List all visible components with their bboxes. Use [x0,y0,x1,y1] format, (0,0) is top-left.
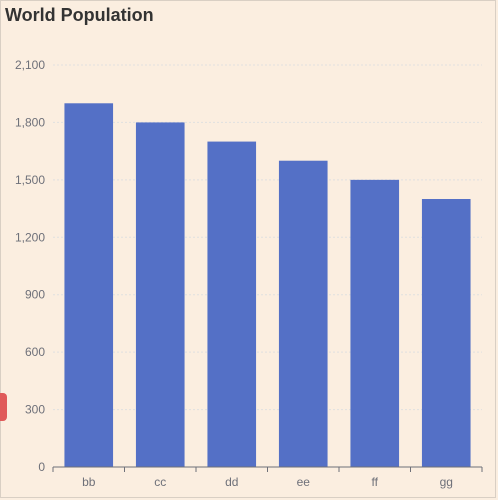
bars [64,103,471,468]
y-tick-label: 1,500 [15,173,45,187]
x-tick-label: ee [297,475,311,489]
y-tick-label: 600 [25,345,45,359]
x-tick-label: ff [372,475,379,489]
x-tick-label: gg [440,475,453,489]
bar-cc[interactable] [135,122,185,467]
y-tick-label: 1,800 [15,115,45,129]
bar-bb[interactable] [64,103,114,468]
y-tick-label: 300 [25,403,45,417]
tick-labels: 0 300 600 900 1,200 1,500 1,800 2,100 bb cc dd ee ff… [15,58,453,489]
bar-ee[interactable] [278,160,328,467]
y-tick-label: 900 [25,288,45,302]
grid-lines [53,64,482,411]
x-tick-label: bb [82,475,96,489]
x-tick-label: cc [154,475,166,489]
bar-ff[interactable] [350,179,400,467]
y-tick-label: 0 [38,460,45,474]
y-tick-label: 2,100 [15,58,45,72]
side-tab-handle[interactable] [0,393,7,421]
chart-title: World Population [5,5,154,25]
x-tick-label: dd [225,475,238,489]
y-tick-label: 1,200 [15,230,45,244]
bar-dd[interactable] [207,141,257,468]
axes [52,466,483,472]
bar-gg[interactable] [421,199,471,467]
